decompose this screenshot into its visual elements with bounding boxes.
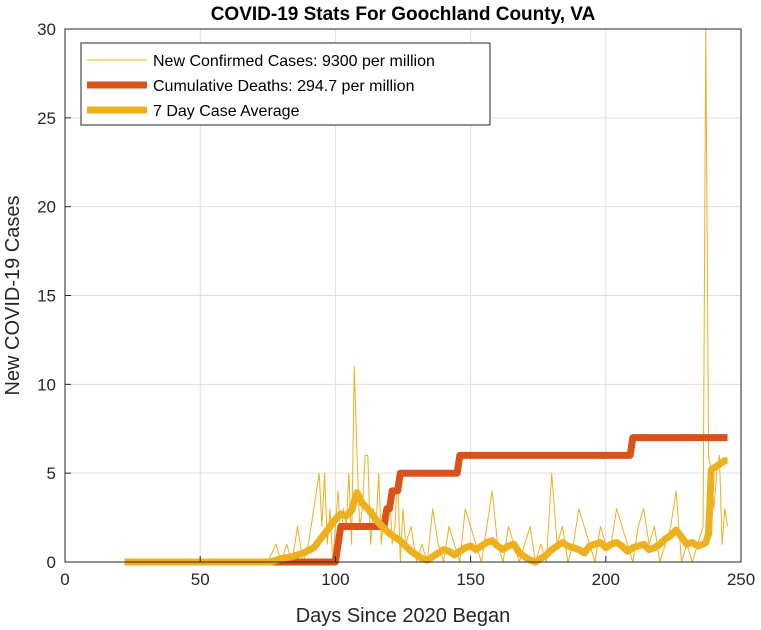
y-tick-label: 30 (37, 20, 56, 39)
x-tick-label: 0 (60, 570, 69, 589)
series-line-3 (124, 457, 729, 566)
chart-title: COVID-19 Stats For Goochland County, VA (211, 4, 596, 25)
y-tick-label: 15 (37, 287, 56, 306)
y-tick-label: 25 (37, 109, 56, 128)
legend-box (80, 42, 491, 126)
y-tick-label: 5 (47, 464, 56, 483)
y-tick-label: 10 (37, 375, 56, 394)
series-line-2 (124, 434, 728, 566)
y-tick-label: 0 (47, 553, 56, 572)
y-tick-label: 20 (37, 198, 56, 217)
y-axis-label: New COVID-19 Cases (2, 195, 24, 395)
x-tick-label: 100 (321, 570, 349, 589)
x-tick-label: 50 (191, 570, 210, 589)
x-axis-label: Days Since 2020 Began (296, 605, 511, 627)
x-tick-label: 200 (592, 570, 620, 589)
legend-entry-3: 7 Day Case Average (153, 103, 300, 120)
legend: New Confirmed Cases: 9300 per million Cum… (80, 42, 491, 126)
legend-entry-2: Cumulative Deaths: 294.7 per million (153, 78, 414, 95)
x-tick-label: 150 (456, 570, 484, 589)
legend-entry-1: New Confirmed Cases: 9300 per million (153, 53, 435, 70)
x-tick-label: 250 (727, 570, 755, 589)
